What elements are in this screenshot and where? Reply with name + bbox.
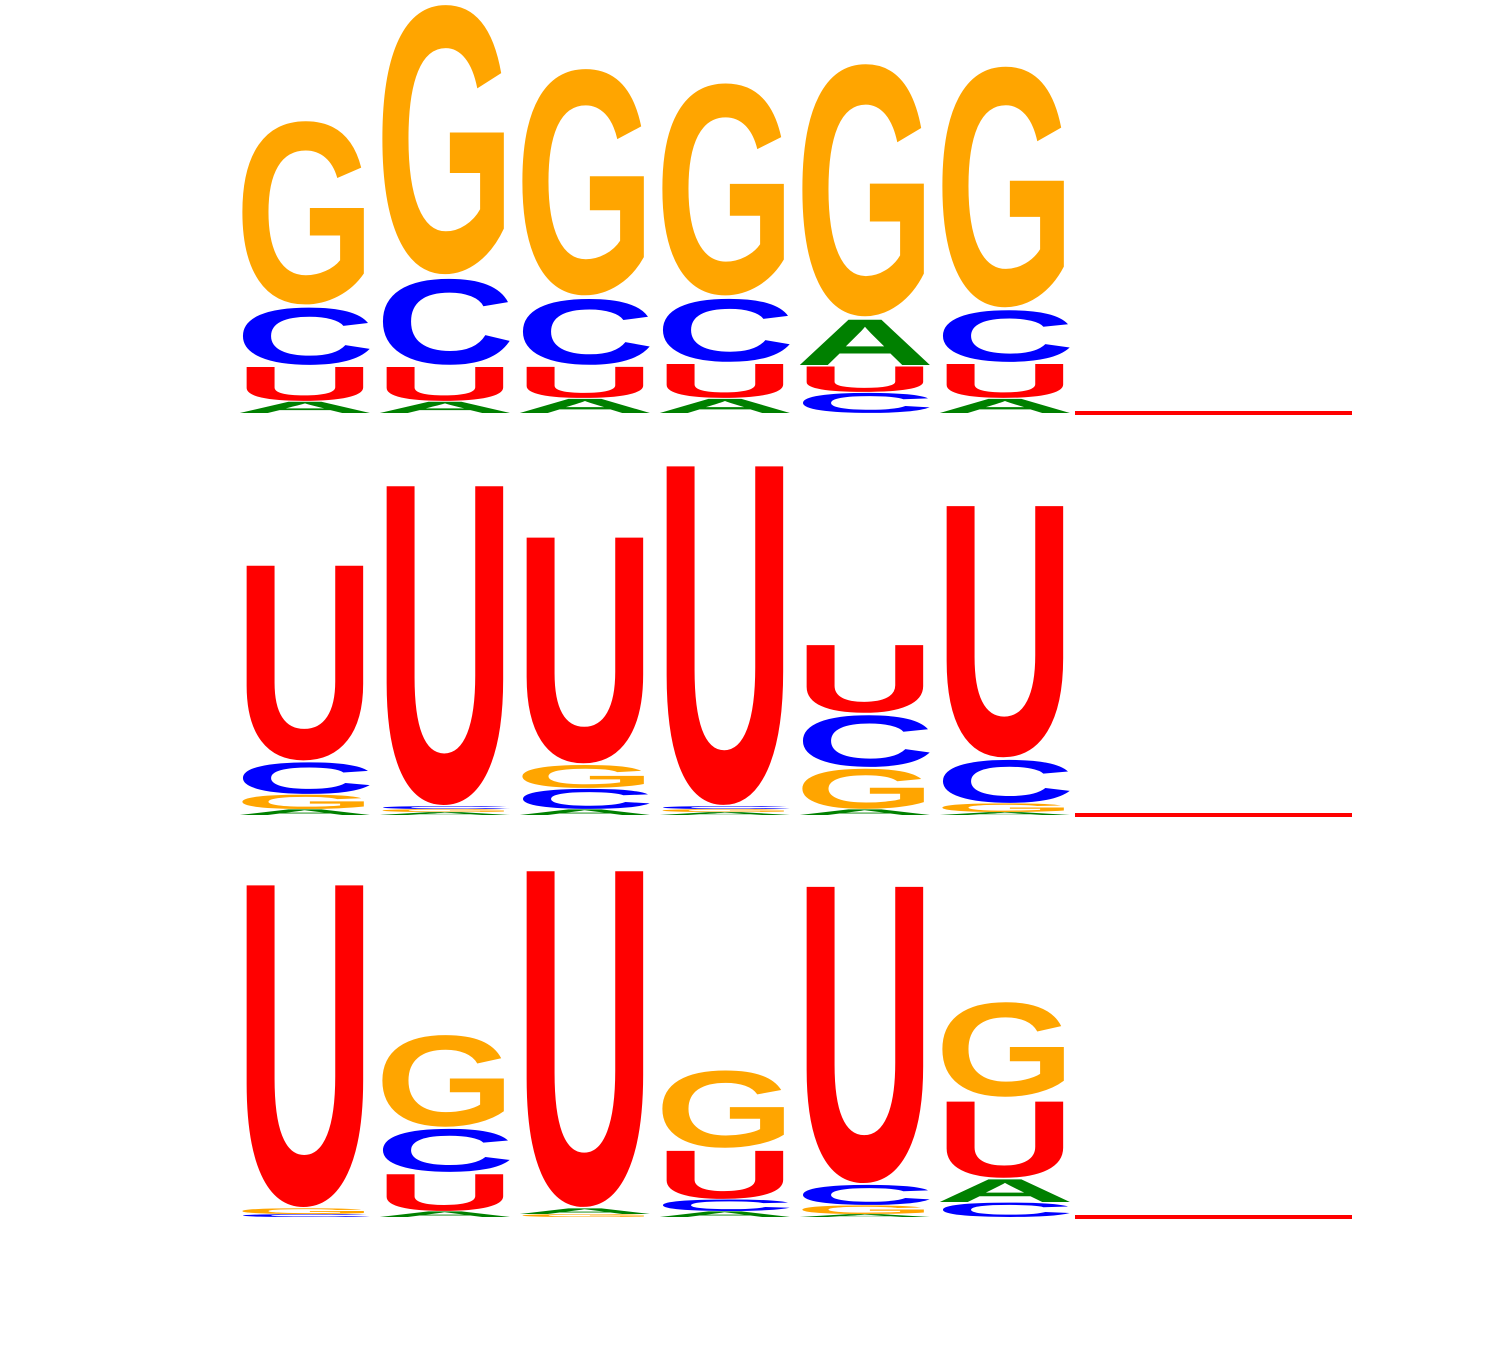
logo-1-pos-2-G-glyph: G: [375, 0, 515, 352]
logo-1-pos-3-A-glyph: A: [515, 395, 655, 418]
logo-3-pos-5-A-glyph: A: [795, 1213, 935, 1218]
logo-2-pos-5-A-glyph: A: [795, 808, 935, 817]
logo-3-pos-6-C-glyph: C: [935, 1199, 1075, 1222]
logo-1-pos-1-C-glyph: C: [235, 292, 375, 382]
logo-2-pos-2-G-glyph: G: [375, 808, 515, 813]
logo-2-pos-3-G-glyph: G: [515, 759, 655, 795]
logo-2-pos-3-C-glyph: C: [515, 783, 655, 814]
logo-3-pos-1-U-glyph: U: [235, 785, 375, 1300]
logo-3-pos-1-G-glyph: G: [235, 1207, 375, 1216]
logo-1-pos-3-U-glyph: U: [515, 357, 655, 407]
logo-1-pos-5-G-glyph: G: [795, 0, 935, 388]
logo-1-pos-4-C-glyph: C: [655, 280, 795, 380]
logo-2-pos-6-A-glyph: A: [935, 811, 1075, 816]
logo-2-pos-2-U-glyph: U: [375, 388, 515, 898]
logo-2-pos-1-C-glyph: C: [235, 753, 375, 803]
logo-2-pos-4-U-glyph: U: [655, 363, 795, 904]
logo-2-pos-4-G-glyph: G: [655, 808, 795, 813]
logo-3-pos-6-U-glyph: U: [935, 1079, 1075, 1200]
logo-2-pos-1-G-glyph: G: [235, 791, 375, 814]
logo-1-pos-6-U-glyph: U: [935, 353, 1075, 407]
logo-1-pos-6-A-glyph: A: [935, 395, 1075, 418]
logo-2-pos-5-G-glyph: G: [795, 757, 935, 820]
logo-1-pos-4-U-glyph: U: [655, 353, 795, 407]
logo-3-pos-6-A-glyph: A: [935, 1172, 1075, 1209]
logo-1-pos-1-U-glyph: U: [235, 356, 375, 410]
logo-2-pos-6-C-glyph: C: [935, 748, 1075, 816]
logo-3-pos-2-U-glyph: U: [375, 1163, 515, 1222]
logo-1-pos-3-G-glyph: G: [515, 3, 655, 360]
logo-3-pos-4-A-glyph: A: [655, 1210, 795, 1219]
logo-1-pos-1-G-glyph: G: [235, 69, 375, 358]
logo-3-pos-4-G-glyph: G: [655, 1048, 795, 1170]
logo-2-pos-3-U-glyph: U: [515, 468, 655, 829]
logo-3-pos-2-A-glyph: A: [375, 1210, 515, 1219]
logo-1-pos-2-C-glyph: C: [375, 255, 515, 390]
logo-2-pos-5-C-glyph: C: [795, 701, 935, 783]
logo-3-pos-2-C-glyph: C: [375, 1117, 515, 1185]
logo-3-pos-4-U-glyph: U: [655, 1136, 795, 1213]
logo-2-pos-4-C-glyph: C: [655, 805, 795, 810]
logo-2-pos-4-A-glyph: A: [655, 811, 795, 816]
logo-2-pos-3-A-glyph: A: [515, 808, 655, 817]
logo-1-pos-5-A-glyph: A: [795, 305, 935, 379]
logo-3-pos-6-G-glyph: G: [935, 975, 1075, 1124]
logo-2-pos-1-U-glyph: U: [235, 506, 375, 817]
logo-3-pos-2-G-glyph: G: [375, 1009, 515, 1153]
logo-2-pos-2-A-glyph: A: [375, 811, 515, 816]
logo-3-pos-5-G-glyph: G: [795, 1203, 935, 1217]
logo-1-pos-1-A-glyph: A: [235, 398, 375, 416]
logo-3-pos-1-C-glyph: C: [235, 1213, 375, 1218]
logo-1-pos-4-G-glyph: G: [655, 22, 795, 356]
logo-1-pos-2-A-glyph: A: [375, 398, 515, 416]
logo-1-pos-2-U-glyph: U: [375, 356, 515, 410]
logo-1-pos-4-A-glyph: A: [655, 395, 795, 418]
logo-2-pos-6-U-glyph: U: [935, 429, 1075, 831]
logo-3-pos-3-G-glyph: G: [515, 1213, 655, 1218]
logo-1-pos-5-C-glyph: C: [795, 387, 935, 418]
logo-3-pos-3-A-glyph: A: [515, 1207, 655, 1216]
logo-1-pos-5-U-glyph: U: [795, 359, 935, 400]
logo-3-pos-3-U-glyph: U: [515, 767, 655, 1305]
logo-3-pos-4-C-glyph: C: [655, 1196, 795, 1214]
logo-2-pos-6-G-glyph: G: [935, 801, 1075, 815]
logo-3-pos-5-U-glyph: U: [795, 794, 935, 1269]
logo-1-pos-6-G-glyph: G: [935, 0, 1075, 376]
logo-3-pos-5-C-glyph: C: [795, 1179, 935, 1210]
logo-2-pos-5-U-glyph: U: [795, 624, 935, 732]
logo-1-pos-6-C-glyph: C: [935, 296, 1075, 378]
logo-2-pos-1-A-glyph: A: [235, 808, 375, 817]
logo-2-pos-2-C-glyph: C: [375, 805, 515, 810]
logo-1-pos-3-C-glyph: C: [515, 280, 655, 384]
